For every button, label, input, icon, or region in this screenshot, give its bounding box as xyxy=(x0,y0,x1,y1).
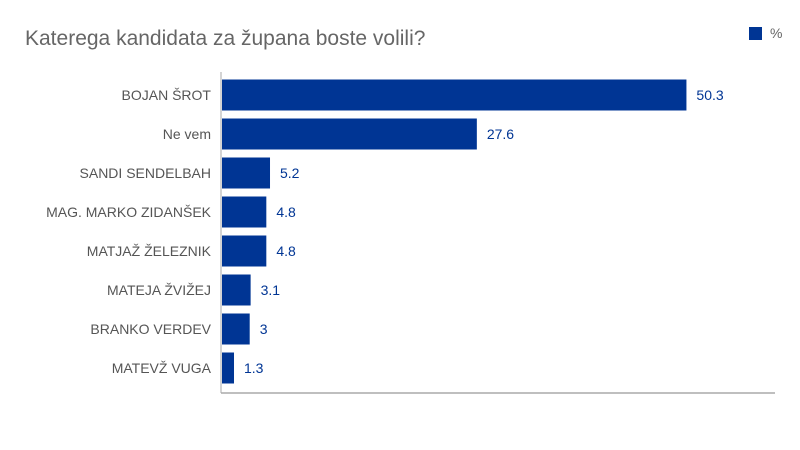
bar xyxy=(222,274,251,306)
value-label: 50.3 xyxy=(696,87,723,103)
bar xyxy=(222,157,271,189)
legend: % xyxy=(749,25,782,41)
value-label: 3.1 xyxy=(261,282,281,298)
value-label: 4.8 xyxy=(276,204,296,220)
category-label: MATEVŽ VUGA xyxy=(112,360,212,376)
bar xyxy=(222,118,477,150)
legend-swatch xyxy=(749,26,762,40)
category-label: BOJAN ŠROT xyxy=(122,87,212,103)
value-label: 3 xyxy=(260,321,268,337)
category-label: BRANKO VERDEV xyxy=(90,321,211,337)
bar xyxy=(222,79,687,111)
bar xyxy=(222,313,250,345)
chart-title: Katerega kandidata za župana boste volil… xyxy=(25,27,426,50)
bar xyxy=(222,352,235,384)
bar xyxy=(222,196,267,228)
category-label: MATEJA ŽVIŽEJ xyxy=(107,282,211,298)
value-label: 1.3 xyxy=(244,360,264,376)
legend-label: % xyxy=(770,25,783,41)
value-label: 27.6 xyxy=(487,126,514,142)
value-label: 4.8 xyxy=(276,243,296,259)
category-label: MATJAŽ ŽELEZNIK xyxy=(87,243,212,259)
bar xyxy=(222,235,267,267)
category-label: Ne vem xyxy=(163,126,211,142)
value-label: 5.2 xyxy=(280,165,300,181)
category-label: MAG. MARKO ZIDANŠEK xyxy=(46,204,212,220)
category-label: SANDI SENDELBAH xyxy=(80,165,211,181)
